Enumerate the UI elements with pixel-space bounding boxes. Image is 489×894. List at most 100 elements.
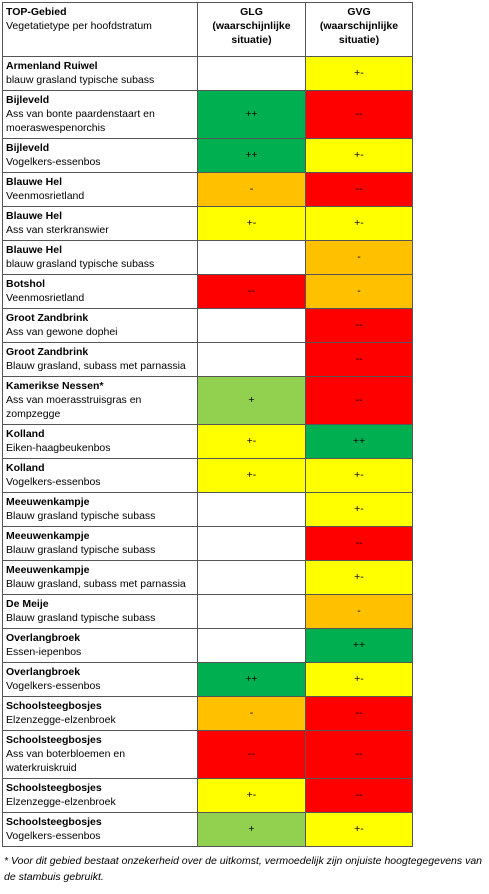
footnote: * Voor dit gebied bestaat onzekerheid ov…	[4, 855, 482, 883]
table-row: Bijleveld Ass van bonte paardenstaart en …	[2, 90, 413, 139]
area-name: Blauwe Hel	[6, 244, 63, 256]
area-name: Groot Zandbrink	[6, 346, 89, 358]
gvg-cell: ++	[305, 424, 413, 459]
vegetation-type: Ass van sterkranswier	[6, 224, 109, 236]
vegetation-type: Eiken-haagbeukenbos	[6, 442, 111, 454]
gvg-cell: +-	[305, 56, 413, 91]
glg-cell	[197, 526, 306, 561]
name-cell: Blauwe Hel Ass van sterkranswier	[2, 206, 198, 241]
gvg-cell: +-	[305, 662, 413, 697]
table-row: Schoolsteegbosjes Elzenzegge-elzenbroek - -…	[2, 696, 413, 731]
header-type: Vegetatietype per hoofdstratum	[6, 20, 152, 32]
glg-cell: +-	[197, 458, 306, 493]
header-cell: TOP-Gebied Vegetatietype per hoofdstratu…	[2, 2, 198, 57]
name-cell: Overlangbroek Essen-iepenbos	[2, 628, 198, 663]
glg-cell: -	[197, 172, 306, 207]
vegetation-type: Ass van boterbloemen en waterkruiskruid	[6, 748, 126, 774]
area-name: Meeuwenkampje	[6, 496, 90, 508]
table-row: Groot Zandbrink Blauw grasland, subass me…	[2, 342, 413, 377]
header-area: TOP-Gebied	[6, 6, 67, 18]
vegetation-type: Elzenzegge-elzenbroek	[6, 714, 116, 726]
vegetation-type: Veenmosrietland	[6, 292, 85, 304]
table-row: De Meije Blauw grasland typische subass -	[2, 594, 413, 629]
table-row: Armenland Ruiwel blauw grasland typische …	[2, 56, 413, 91]
name-cell: Schoolsteegbosjes Ass van boterbloemen en…	[2, 730, 198, 779]
table-row: Blauwe Hel Ass van sterkranswier +- +-	[2, 206, 413, 241]
area-name: Blauwe Hel	[6, 210, 63, 222]
glg-cell: ++	[197, 90, 306, 139]
gvg-cell: --	[305, 526, 413, 561]
name-cell: Kamerikse Nessen* Ass van moerasstruisgra…	[2, 376, 198, 425]
vegetation-type: Blauw grasland, subass met parnassia	[6, 578, 186, 590]
table-row: Botshol Veenmosrietland -- -	[2, 274, 413, 309]
area-name: Bijleveld	[6, 94, 50, 106]
area-name: Kolland	[6, 462, 45, 474]
area-name: Schoolsteegbosjes	[6, 782, 102, 794]
area-name: Kolland	[6, 428, 45, 440]
glg-cell: +-	[197, 206, 306, 241]
name-cell: Schoolsteegbosjes Elzenzegge-elzenbroek	[2, 778, 198, 813]
name-cell: Meeuwenkampje Blauw grasland typische sub…	[2, 526, 198, 561]
gvg-cell: -	[305, 240, 413, 275]
glg-cell	[197, 492, 306, 527]
vegetation-type: Vogelkers-essenbos	[6, 680, 101, 692]
table-row: Bijleveld Vogelkers-essenbos ++ +-	[2, 138, 413, 173]
table-row: Schoolsteegbosjes Vogelkers-essenbos + +-	[2, 812, 413, 847]
glg-cell: ++	[197, 662, 306, 697]
vegetation-type: Vogelkers-essenbos	[6, 476, 101, 488]
name-cell: Kolland Vogelkers-essenbos	[2, 458, 198, 493]
name-cell: Bijleveld Ass van bonte paardenstaart en …	[2, 90, 198, 139]
vegetation-type: blauw grasland typische subass	[6, 258, 155, 270]
table-row: Kamerikse Nessen* Ass van moerasstruisgra…	[2, 376, 413, 425]
name-cell: Groot Zandbrink Blauw grasland, subass me…	[2, 342, 198, 377]
vegetation-type: blauw grasland typische subass	[6, 74, 155, 86]
area-name: Kamerikse Nessen*	[6, 380, 104, 392]
glg-cell: ++	[197, 138, 306, 173]
table-row: Schoolsteegbosjes Ass van boterbloemen en…	[2, 730, 413, 779]
vegetation-type: Blauw grasland typische subass	[6, 510, 156, 522]
area-name: Overlangbroek	[6, 632, 81, 644]
area-name: Overlangbroek	[6, 666, 81, 678]
gvg-cell: +-	[305, 560, 413, 595]
glg-cell	[197, 560, 306, 595]
gvg-cell: --	[305, 90, 413, 139]
gvg-cell: --	[305, 308, 413, 343]
glg-cell: +-	[197, 424, 306, 459]
table-row: Schoolsteegbosjes Elzenzegge-elzenbroek +-…	[2, 778, 413, 813]
gvg-cell: +-	[305, 458, 413, 493]
name-cell: Groot Zandbrink Ass van gewone dophei	[2, 308, 198, 343]
vegetation-type: Vogelkers-essenbos	[6, 156, 101, 168]
name-cell: De Meije Blauw grasland typische subass	[2, 594, 198, 629]
table-row: Blauwe Hel blauw grasland typische subass…	[2, 240, 413, 275]
vegetation-type: Ass van bonte paardenstaart en moeraswes…	[6, 108, 155, 134]
gvg-cell: -	[305, 274, 413, 309]
table-row: Overlangbroek Vogelkers-essenbos ++ +-	[2, 662, 413, 697]
vegetation-type: Blauw grasland typische subass	[6, 612, 156, 624]
table-row: Meeuwenkampje Blauw grasland typische sub…	[2, 492, 413, 527]
glg-cell	[197, 594, 306, 629]
name-cell: Meeuwenkampje Blauw grasland typische sub…	[2, 492, 198, 527]
area-name: Schoolsteegbosjes	[6, 734, 102, 746]
gvg-cell: +-	[305, 206, 413, 241]
glg-cell	[197, 628, 306, 663]
table-row: Meeuwenkampje Blauw grasland typische sub…	[2, 526, 413, 561]
name-cell: Schoolsteegbosjes Elzenzegge-elzenbroek	[2, 696, 198, 731]
glg-cell: +	[197, 376, 306, 425]
area-name: Schoolsteegbosjes	[6, 816, 102, 828]
gvg-cell: +-	[305, 138, 413, 173]
name-cell: Bijleveld Vogelkers-essenbos	[2, 138, 198, 173]
header-row: TOP-Gebied Vegetatietype per hoofdstratu…	[2, 2, 413, 57]
area-name: Groot Zandbrink	[6, 312, 89, 324]
glg-cell: -	[197, 696, 306, 731]
name-cell: Schoolsteegbosjes Vogelkers-essenbos	[2, 812, 198, 847]
vegetation-type: Blauw grasland typische subass	[6, 544, 156, 556]
glg-cell: --	[197, 274, 306, 309]
table-body: TOP-Gebied Vegetatietype per hoofdstratu…	[2, 2, 413, 847]
gvg-cell: --	[305, 172, 413, 207]
name-cell: Meeuwenkampje Blauw grasland, subass met …	[2, 560, 198, 595]
table-row: Blauwe Hel Veenmosrietland - --	[2, 172, 413, 207]
vegetation-type: Ass van moerasstruisgras en zompzegge	[6, 394, 142, 420]
gvg-cell: --	[305, 376, 413, 425]
vegetation-type: Ass van gewone dophei	[6, 326, 118, 338]
